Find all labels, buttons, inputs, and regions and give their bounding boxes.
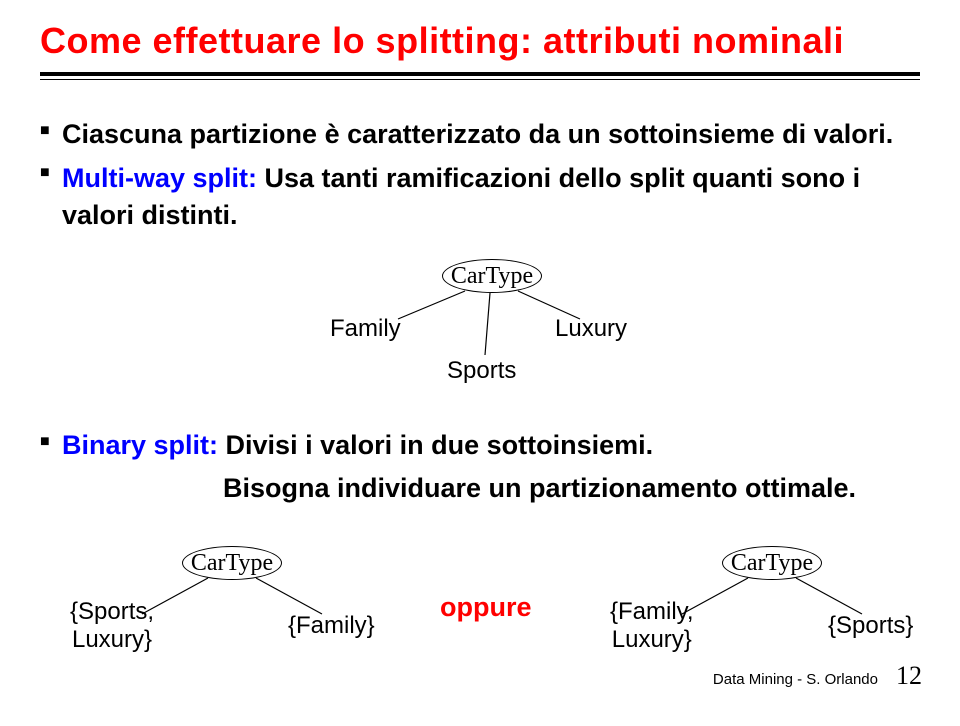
square-bullet-icon: ■ — [40, 116, 62, 146]
bullet-segment: Divisi i valori in due sottoinsiemi. — [218, 430, 653, 460]
tree-leaf-label: {Sports} — [828, 612, 913, 640]
footer-text: Data Mining - S. Orlando — [713, 671, 878, 688]
page-title: Come effettuare lo splitting: attributi … — [40, 20, 920, 62]
bullet-segment: Multi-way split: — [62, 163, 257, 193]
bullet-text: Binary split: Divisi i valori in due sot… — [62, 427, 653, 463]
tree-root-oval: CarType — [722, 546, 822, 580]
tree-root-oval: CarType — [442, 259, 542, 293]
title-underline — [40, 72, 920, 80]
bullet-item: ■ Binary split: Divisi i valori in due s… — [40, 427, 920, 463]
binary-tree-left: CarType {Sports, Luxury} {Family} — [70, 546, 390, 706]
tree-leaf-label: {Family} — [288, 612, 375, 640]
tree-leaf-label: Family — [330, 315, 401, 343]
binary-trees-row: CarType {Sports, Luxury} {Family} oppure… — [40, 546, 920, 726]
tree-leaf-label: Luxury — [555, 315, 627, 343]
tree-leaf-label: {Sports, Luxury} — [70, 598, 154, 654]
square-bullet-icon: ■ — [40, 158, 62, 188]
bullet-text: Multi-way split: Usa tanti ramificazioni… — [62, 160, 920, 233]
square-bullet-icon: ■ — [40, 427, 62, 457]
tree-root-oval: CarType — [182, 546, 282, 580]
bullet-segment: Ciascuna partizione è caratterizzato da … — [62, 119, 893, 149]
bullet-item: ■ Ciascuna partizione è caratterizzato d… — [40, 116, 920, 152]
multiway-tree-diagram: CarType Family Sports Luxury — [330, 259, 630, 399]
bullet-text: Ciascuna partizione è caratterizzato da … — [62, 116, 893, 152]
tree-leaf-label: {Family, Luxury} — [610, 598, 694, 654]
bullet-item: ■ Multi-way split: Usa tanti ramificazio… — [40, 158, 920, 233]
page-number: 12 — [896, 661, 922, 691]
tree-leaf-label: Sports — [447, 357, 516, 385]
between-label: oppure — [440, 592, 532, 623]
bullet-continuation: Bisogna individuare un partizionamento o… — [223, 470, 920, 506]
footer: Data Mining - S. Orlando 12 — [713, 661, 922, 691]
bullet-segment: Binary split: — [62, 430, 218, 460]
